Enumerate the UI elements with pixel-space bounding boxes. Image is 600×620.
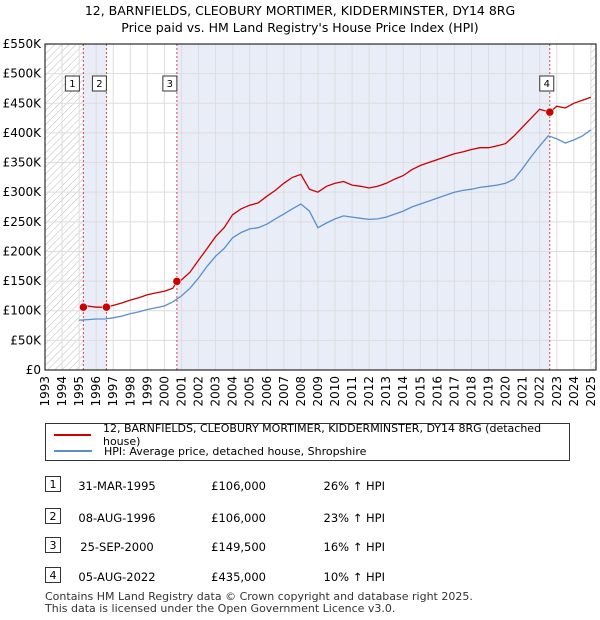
transaction-row: 3 25-SEP-2000 £149,500 16% ↑ HPI — [0, 537, 600, 561]
x-tick-label: 2024 — [567, 376, 581, 407]
sale-point — [102, 302, 111, 312]
y-tick-label: £200K — [3, 244, 43, 258]
y-tick-label: £450K — [3, 96, 43, 110]
x-tick-label: 2005 — [243, 376, 257, 407]
x-tick-label: 2001 — [174, 376, 188, 407]
transaction-price: £106,000 — [211, 479, 266, 493]
transaction-price: £435,000 — [211, 570, 266, 584]
x-tick-label: 2004 — [226, 376, 240, 407]
x-tick-label: 1998 — [123, 376, 137, 407]
sale-number-label: 2 — [96, 79, 102, 90]
transaction-hpi-change: 26% ↑ HPI — [323, 479, 385, 493]
legend: 12, BARNFIELDS, CLEOBURY MORTIMER, KIDDE… — [45, 422, 570, 461]
transaction-hpi-change: 10% ↑ HPI — [323, 570, 385, 584]
chart-title-line2: Price paid vs. HM Land Registry's House … — [121, 20, 479, 35]
transaction-number: 3 — [45, 537, 61, 553]
sale-point — [79, 302, 88, 312]
legend-label-hpi: HPI: Average price, detached house, Shro… — [104, 444, 367, 458]
legend-swatch-property — [54, 434, 91, 436]
x-tick-label: 2000 — [157, 376, 171, 407]
transaction-price: £106,000 — [211, 511, 266, 525]
transaction-number: 4 — [45, 567, 61, 583]
x-tick-label: 2008 — [294, 376, 308, 407]
y-tick-label: £550K — [3, 37, 43, 51]
hatched-period — [45, 44, 84, 370]
x-tick-label: 2010 — [328, 376, 342, 407]
transaction-date: 05-AUG-2022 — [78, 570, 156, 584]
x-tick-label: 2002 — [192, 376, 206, 407]
x-tick-label: 2011 — [345, 376, 359, 407]
x-tick-label: 2007 — [277, 376, 291, 407]
footer-copyright: Contains HM Land Registry data © Crown c… — [45, 590, 473, 603]
x-tick-label: 2012 — [362, 376, 376, 407]
transaction-row: 1 31-MAR-1995 £106,000 26% ↑ HPI — [0, 476, 600, 500]
x-tick-label: 2019 — [482, 376, 496, 407]
x-tick-label: 2020 — [499, 376, 513, 407]
x-tick-label: 2015 — [413, 376, 427, 407]
sale-number-box — [64, 75, 80, 92]
transaction-hpi-change: 16% ↑ HPI — [323, 540, 385, 554]
x-tick-label: 2021 — [516, 376, 530, 407]
x-tick-label: 1994 — [55, 376, 69, 407]
x-tick-label: 2016 — [430, 376, 444, 407]
x-tick-label: 1993 — [38, 376, 52, 407]
y-tick-label: £300K — [3, 185, 43, 199]
y-tick-label: £250K — [3, 215, 43, 229]
x-tick-label: 1996 — [89, 376, 103, 407]
legend-item-hpi: HPI: Average price, detached house, Shro… — [54, 443, 366, 459]
footer-licence: This data is licensed under the Open Gov… — [45, 602, 396, 615]
transaction-price: £149,500 — [211, 540, 266, 554]
x-tick-label: 2003 — [209, 376, 223, 407]
y-tick-label: £50K — [10, 333, 42, 347]
y-tick-label: £150K — [3, 274, 43, 288]
sale-point — [545, 107, 555, 117]
shaded-period — [83, 44, 107, 370]
hatched-period — [590, 44, 596, 370]
x-tick-label: 2023 — [550, 376, 564, 407]
x-tick-label: 2009 — [311, 376, 325, 407]
transaction-date: 31-MAR-1995 — [78, 479, 156, 493]
y-tick-label: £100K — [3, 304, 43, 318]
x-tick-label: 2025 — [584, 376, 598, 407]
shaded-period — [176, 44, 550, 370]
y-tick-label: £400K — [3, 126, 43, 140]
sale-number-box — [91, 75, 107, 92]
x-tick-label: 2014 — [396, 376, 410, 407]
sale-number-box — [162, 75, 178, 92]
legend-label-property: 12, BARNFIELDS, CLEOBURY MORTIMER, KIDDE… — [102, 422, 542, 448]
transaction-number: 2 — [45, 508, 61, 524]
y-tick-label: £0 — [26, 363, 41, 377]
sale-number-label: 1 — [69, 79, 75, 90]
x-tick-label: 2022 — [533, 376, 547, 407]
x-tick-label: 2017 — [447, 376, 461, 407]
legend-item-property: 12, BARNFIELDS, CLEOBURY MORTIMER, KIDDE… — [54, 422, 569, 448]
plot-frame — [44, 43, 597, 371]
transaction-hpi-change: 23% ↑ HPI — [323, 511, 385, 525]
x-tick-label: 1995 — [72, 376, 86, 407]
x-tick-label: 2006 — [260, 376, 274, 407]
sale-number-box — [539, 75, 555, 92]
property-price-line — [83, 96, 592, 308]
transaction-row: 4 05-AUG-2022 £435,000 10% ↑ HPI — [0, 567, 600, 591]
sale-number-label: 4 — [544, 79, 550, 90]
sale-number-label: 3 — [167, 79, 173, 90]
hpi-line — [79, 129, 592, 321]
transaction-row: 2 08-AUG-1996 £106,000 23% ↑ HPI — [0, 508, 600, 532]
x-tick-label: 1997 — [106, 376, 120, 407]
legend-swatch-hpi — [54, 450, 92, 452]
y-tick-label: £500K — [3, 67, 43, 81]
chart-title-line1: 12, BARNFIELDS, CLEOBURY MORTIMER, KIDDE… — [84, 3, 516, 18]
transaction-date: 08-AUG-1996 — [78, 511, 156, 525]
x-tick-label: 2018 — [464, 376, 478, 407]
transaction-date: 25-SEP-2000 — [80, 540, 154, 554]
sale-point — [172, 277, 182, 286]
transaction-number: 1 — [45, 476, 61, 492]
y-tick-label: £350K — [3, 156, 43, 170]
x-tick-label: 1999 — [140, 376, 154, 407]
x-tick-label: 2013 — [379, 376, 393, 407]
